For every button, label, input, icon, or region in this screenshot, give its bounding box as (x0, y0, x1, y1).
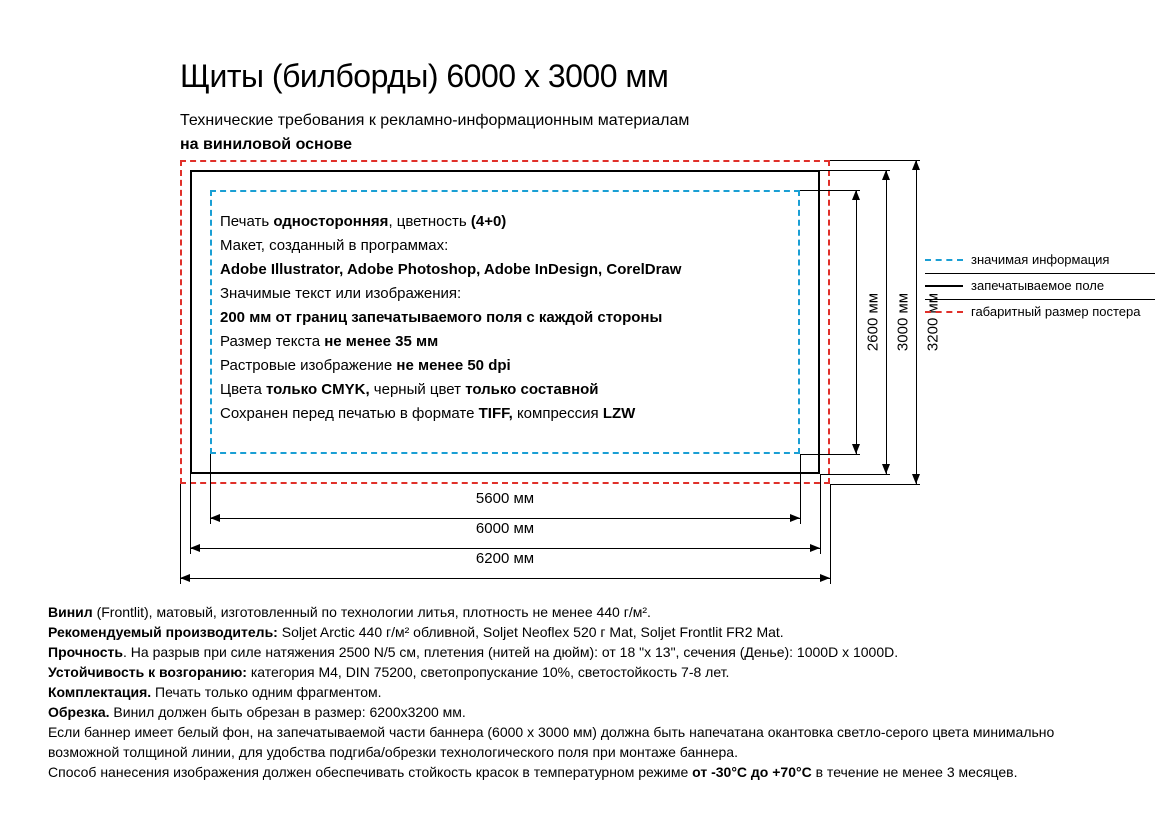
ext-line (180, 484, 181, 584)
spec-l1b: односторонняя (273, 213, 388, 230)
spec-l9c: компрессия (513, 405, 603, 422)
f3a: Прочность (48, 644, 123, 660)
legend-line-blue-icon (925, 259, 963, 261)
spec-l1d: (4+0) (471, 213, 506, 230)
f6b: Винил должен быть обрезан в размер: 6200… (110, 704, 466, 720)
spec-l6b: не менее 35 мм (324, 333, 438, 350)
ext-line (800, 454, 860, 455)
spec-l8a: Цвета (220, 381, 266, 398)
spec-l3: Adobe Illustrator, Adobe Photoshop, Adob… (220, 261, 681, 278)
ext-line (820, 474, 821, 554)
subtitle: Технические требования к рекламно-информ… (180, 112, 689, 130)
spec-l8c: черный цвет (370, 381, 466, 398)
f8b: от -30°С до +70°С (692, 764, 812, 780)
spec-l7a: Растровые изображение (220, 357, 396, 374)
ext-line (820, 474, 890, 475)
legend-row-print: запечатываемое поле (925, 278, 1155, 293)
legend-print-label: запечатываемое поле (971, 278, 1104, 293)
f4a: Устойчивость к возгоранию: (48, 664, 251, 680)
ext-line (830, 160, 920, 161)
legend-separator (925, 273, 1155, 274)
dim-width-mid-label: 6000 мм (472, 520, 538, 537)
dim-height-inner: 2600 мм (848, 190, 864, 454)
f2a: Рекомендуемый производитель: (48, 624, 282, 640)
spec-l8b: только CMYK, (266, 381, 370, 398)
dim-height-outer: 3200 мм (908, 160, 924, 484)
spec-l2: Макет, созданный в программах: (220, 234, 800, 258)
f7: Если баннер имеет белый фон, на запечаты… (48, 722, 1129, 762)
legend-row-info: значимая информация (925, 252, 1155, 267)
dim-height-mid: 3000 мм (878, 170, 894, 474)
spec-l8d: только составной (465, 381, 598, 398)
f3b: . На разрыв при силе натяжения 2500 N/5 … (123, 644, 898, 660)
spec-l6a: Размер текста (220, 333, 324, 350)
legend-row-outer: габаритный размер постера (925, 304, 1155, 319)
legend-info-label: значимая информация (971, 252, 1109, 267)
f4b: категория М4, DIN 75200, светопропускани… (251, 664, 730, 680)
legend-line-red-icon (925, 311, 963, 313)
footer-text: Винил (Frontlit), матовый, изготовленный… (48, 602, 1129, 782)
f1b: (Frontlit), матовый, изготовленный по те… (97, 604, 651, 620)
spec-l9d: LZW (603, 405, 635, 422)
f5b: Печать только одним фрагментом. (151, 684, 381, 700)
legend: значимая информация запечатываемое поле … (925, 252, 1155, 325)
dim-width-outer: 6200 мм (180, 570, 830, 586)
page-title: Щиты (билборды) 6000 х 3000 мм (180, 58, 668, 95)
spec-text: Печать односторонняя, цветность (4+0) Ма… (220, 210, 800, 426)
f2b: Soljet Arctic 440 г/м² обливной, Soljet … (282, 624, 784, 640)
ext-line (830, 484, 831, 584)
legend-outer-label: габаритный размер постера (971, 304, 1140, 319)
f6a: Обрезка. (48, 704, 110, 720)
spec-l7b: не менее 50 dpi (396, 357, 510, 374)
f1a: Винил (48, 604, 97, 620)
f5a: Комплектация. (48, 684, 151, 700)
spec-l1a: Печать (220, 213, 273, 230)
spec-l9a: Сохранен перед печатью в формате (220, 405, 479, 422)
f8c: в течение не менее 3 месяцев. (812, 764, 1018, 780)
spec-l4: Значимые текст или изображения: (220, 282, 800, 306)
dim-width-outer-label: 6200 мм (472, 550, 538, 567)
dim-width-inner-label: 5600 мм (472, 490, 538, 507)
f8a: Способ нанесения изображения должен обес… (48, 764, 692, 780)
spec-l5: 200 мм от границ запечатываемого поля с … (220, 309, 662, 326)
spec-l1c: , цветность (388, 213, 470, 230)
subtitle-bold: на виниловой основе (180, 136, 352, 154)
spec-l9b: TIFF, (479, 405, 513, 422)
page: Щиты (билборды) 6000 х 3000 мм Техническ… (0, 0, 1169, 827)
legend-separator (925, 299, 1155, 300)
ext-line (800, 454, 801, 524)
legend-line-black-icon (925, 285, 963, 287)
ext-line (830, 484, 920, 485)
